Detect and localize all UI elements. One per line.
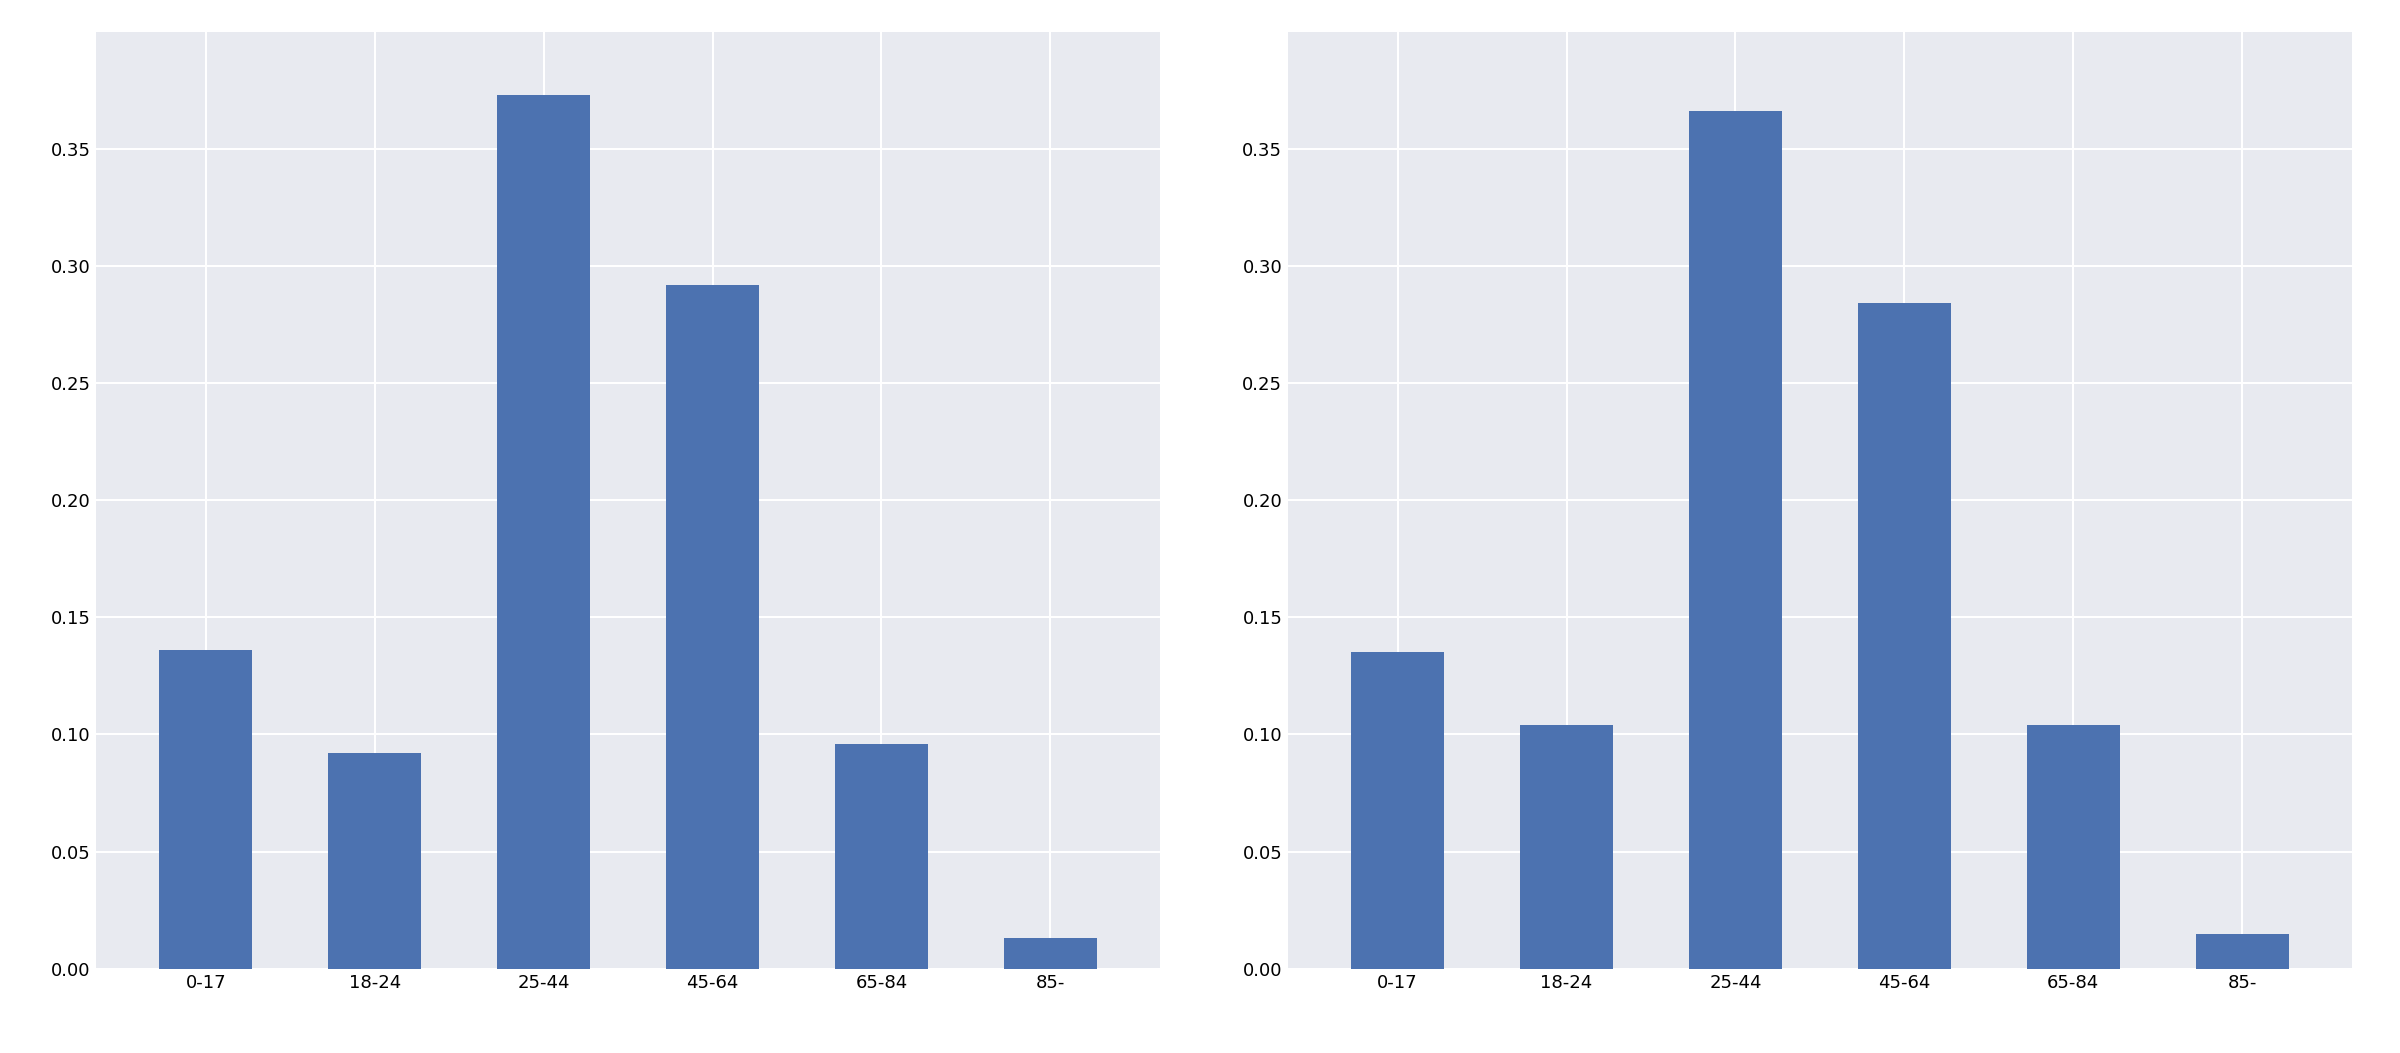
Bar bbox=[1519, 726, 1613, 969]
Bar bbox=[158, 650, 252, 969]
Bar bbox=[497, 95, 590, 969]
Bar bbox=[1351, 653, 1445, 969]
Bar bbox=[2028, 726, 2119, 969]
Bar bbox=[1858, 303, 1951, 969]
Bar bbox=[835, 743, 929, 969]
Bar bbox=[667, 284, 758, 969]
Bar bbox=[1003, 938, 1097, 969]
Bar bbox=[2196, 934, 2290, 969]
Bar bbox=[329, 753, 420, 969]
Bar bbox=[1690, 112, 1781, 969]
